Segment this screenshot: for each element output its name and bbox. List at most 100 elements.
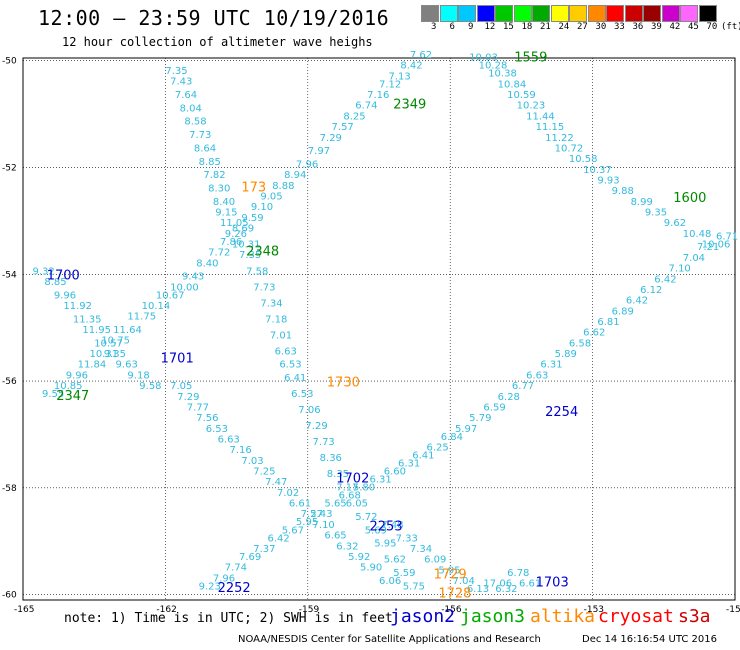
scale-swatch [421,5,439,22]
scale-label: 39 [651,22,662,32]
scale-label: 33 [614,22,625,32]
wave-height-value: 5.69 [365,525,387,536]
wave-height-value: 7.96 [213,573,235,584]
wave-height-value: 7.03 [241,456,263,467]
wave-height-value: 7.27 [301,509,323,520]
scale-label: (ft) [721,22,740,32]
wave-height-value: 6.81 [597,317,619,328]
wave-height-value: 10.14 [142,301,171,312]
wave-height-value: 7.35 [239,250,261,261]
scale-swatch [698,5,717,22]
wave-height-value: 7.34 [410,544,432,555]
wave-height-value: 5.89 [555,349,577,360]
pass-time-label: 1703 [536,576,569,591]
wave-height-value: 6.61 [289,499,311,510]
wave-height-value: 6.62 [583,328,605,339]
wave-height-value: 6.09 [424,555,446,566]
scale-label: 30 [595,22,607,32]
wave-height-value: 7.74 [225,563,247,574]
wave-height-value: 6.41 [284,373,306,384]
wave-height-value: 9.63 [116,360,138,371]
wave-height-value: 6.65 [324,531,346,542]
wave-height-value: 5.95 [438,565,460,576]
lon-tick-label: -159 [299,605,320,615]
scale-swatch [495,5,513,22]
wave-height-value: 10.31 [232,240,261,251]
wave-height-value: 9.26 [225,229,247,240]
scale-label: 45 [688,22,699,32]
wave-height-value: 7.48 [381,520,403,531]
wave-height-value: 9.59 [241,213,263,224]
scale-swatch [643,5,661,22]
wave-height-value: 17.06 [483,579,512,590]
scale-swatch [606,5,624,22]
wave-height-value: 7.97 [308,146,330,157]
wave-height-value: 10.31 [89,349,118,360]
wave-height-value: 10.57 [94,338,123,349]
wave-height-value: 11.75 [127,312,156,323]
wave-height-value: 11.95 [82,325,111,336]
wave-height-value: 10.06 [702,240,731,251]
wave-height-value: 7.17 [336,483,358,494]
wave-height-value: 7.57 [332,122,354,133]
wave-height-value: 8.25 [343,111,365,122]
wave-height-value: 8.30 [208,183,230,194]
lon-tick-label: -162 [156,605,176,615]
wave-height-value: 6.42 [626,296,648,307]
lat-tick-label: -50 [2,57,17,67]
wave-height-value: 5.80 [353,483,375,494]
wave-height-value: 6.31 [540,360,562,371]
wave-height-value: 5.72 [355,512,377,523]
scale-label: 3 [431,22,437,32]
timestamp-text: Dec 14 16:16:54 UTC 2016 [582,634,717,645]
scale-label: 15 [503,22,514,32]
legend-jason3: jason3 [460,606,526,627]
wave-height-value: 9.96 [54,290,76,301]
wave-height-value: 6.68 [339,491,361,502]
scale-label: 36 [632,22,644,32]
wave-height-value: 6.60 [384,467,406,478]
wave-height-value: 10.00 [170,282,199,293]
wave-height-value: 7.29 [305,421,327,432]
pass-time-label: 2253 [370,520,403,535]
wave-height-value: 7.33 [396,533,418,544]
pass-time-label: 173 [241,180,266,195]
wave-height-value: 7.73 [313,437,335,448]
wave-height-value: 8.36 [320,453,342,464]
wave-height-value: 10.75 [101,336,130,347]
wave-height-value: 10.58 [569,154,598,165]
scale-label: 27 [577,22,588,32]
wave-height-value: 7.47 [265,477,287,488]
pass-time-label: 1730 [327,375,360,390]
wave-height-value: 9.93 [597,175,619,186]
wave-height-value: 5.65 [324,499,346,510]
wave-height-value: 7.82 [203,170,225,181]
wave-height-value: 6.63 [275,346,297,357]
lat-tick-label: -52 [2,163,17,173]
wave-height-value: 11.15 [536,122,565,133]
wave-height-value: 6.28 [498,392,520,403]
lat-tick-label: -58 [2,484,17,494]
wave-height-value: 7.37 [253,544,275,555]
wave-height-value: 5.62 [384,555,406,566]
wave-height-value: 8.64 [194,143,216,154]
wave-height-value: 6.12 [640,285,662,296]
wave-height-value: 7.43 [170,77,192,88]
wave-height-value: 6.31 [370,475,392,486]
wave-height-value: 8.40 [213,197,235,208]
pass-time-label: 1700 [47,269,80,284]
wave-height-value: 8.85 [199,157,221,168]
wave-height-value: 11.64 [113,325,142,336]
wave-height-value: 7.06 [298,405,320,416]
lon-tick-label: -153 [584,605,604,615]
wave-height-value: 10.38 [488,69,517,80]
wave-height-value: 9.32 [32,266,54,277]
wave-height-value: 7.16 [367,90,389,101]
scale-label: 24 [558,22,570,32]
wave-height-value: 6.71 [716,232,738,243]
wave-height-value: 8.94 [284,170,306,181]
wave-height-value: 7.58 [246,266,268,277]
wave-height-value: 11.22 [545,133,574,144]
wave-height-value: 11.44 [526,111,555,122]
